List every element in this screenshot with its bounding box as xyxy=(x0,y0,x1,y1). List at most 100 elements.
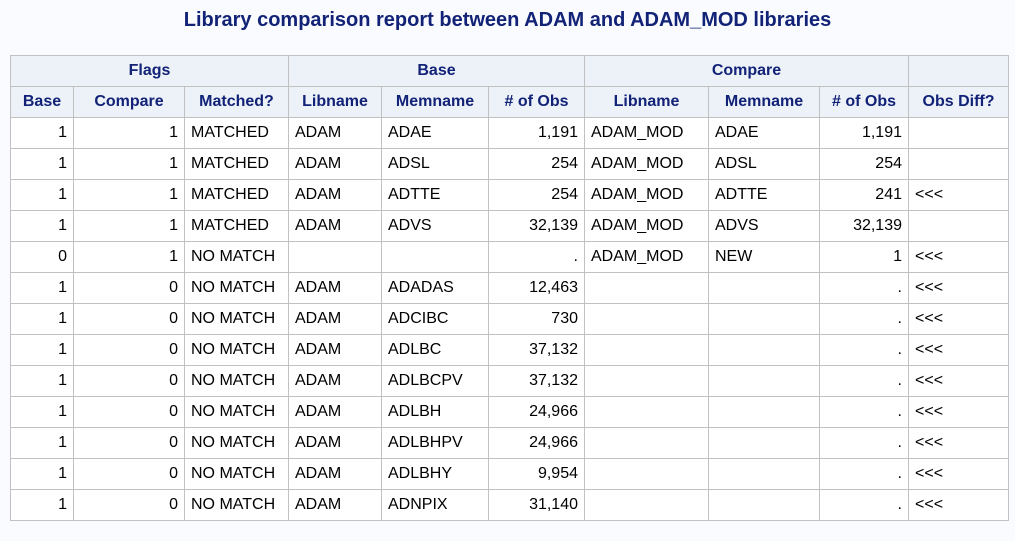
cell-base-obs: 32,139 xyxy=(488,210,585,242)
table-row: 1 1 MATCHED ADAM ADSL 254 ADAM_MOD ADSL … xyxy=(10,148,1009,180)
cell-compare-libname xyxy=(584,272,709,304)
column-header-compare-libname: Libname xyxy=(584,86,709,118)
cell-compare-obs: 1,191 xyxy=(819,117,909,149)
cell-base-obs: 730 xyxy=(488,303,585,335)
cell-matched: NO MATCH xyxy=(184,489,289,521)
comparison-table: Flags Base Compare Base Compare Matched?… xyxy=(10,55,1009,521)
cell-compare-obs: 32,139 xyxy=(819,210,909,242)
cell-compare-memname xyxy=(708,272,820,304)
cell-base-memname: ADLBCPV xyxy=(381,365,489,397)
cell-base-obs: 254 xyxy=(488,179,585,211)
cell-base-flag: 1 xyxy=(10,458,74,490)
cell-matched: MATCHED xyxy=(184,210,289,242)
cell-compare-obs: . xyxy=(819,365,909,397)
cell-base-flag: 1 xyxy=(10,117,74,149)
cell-base-memname: ADLBHY xyxy=(381,458,489,490)
cell-compare-memname xyxy=(708,427,820,459)
cell-matched: MATCHED xyxy=(184,179,289,211)
cell-compare-libname: ADAM_MOD xyxy=(584,210,709,242)
cell-compare-memname xyxy=(708,489,820,521)
cell-compare-flag: 0 xyxy=(73,303,185,335)
table-row: 1 1 MATCHED ADAM ADAE 1,191 ADAM_MOD ADA… xyxy=(10,117,1009,149)
cell-base-memname: ADVS xyxy=(381,210,489,242)
cell-compare-libname xyxy=(584,334,709,366)
cell-obs-diff: <<< xyxy=(908,334,1009,366)
column-header-compare-memname: Memname xyxy=(708,86,820,118)
cell-base-flag: 0 xyxy=(10,241,74,273)
cell-compare-obs: . xyxy=(819,396,909,428)
column-header-row: Base Compare Matched? Libname Memname # … xyxy=(10,86,1009,118)
report-title: Library comparison report between ADAM a… xyxy=(183,9,832,31)
cell-compare-memname xyxy=(708,334,820,366)
cell-compare-libname: ADAM_MOD xyxy=(584,117,709,149)
cell-base-obs: 9,954 xyxy=(488,458,585,490)
cell-base-obs: 37,132 xyxy=(488,365,585,397)
cell-compare-flag: 1 xyxy=(73,179,185,211)
cell-compare-libname: ADAM_MOD xyxy=(584,148,709,180)
cell-base-flag: 1 xyxy=(10,334,74,366)
cell-base-obs: 12,463 xyxy=(488,272,585,304)
table-row: 1 0 NO MATCH ADAM ADCIBC 730 . <<< xyxy=(10,303,1009,335)
cell-base-obs: 254 xyxy=(488,148,585,180)
column-header-base-memname: Memname xyxy=(381,86,489,118)
table-row: 1 1 MATCHED ADAM ADVS 32,139 ADAM_MOD AD… xyxy=(10,210,1009,242)
cell-base-flag: 1 xyxy=(10,179,74,211)
table-row: 1 0 NO MATCH ADAM ADNPIX 31,140 . <<< xyxy=(10,489,1009,521)
cell-compare-flag: 1 xyxy=(73,148,185,180)
cell-compare-obs: . xyxy=(819,427,909,459)
cell-compare-obs: . xyxy=(819,272,909,304)
cell-base-memname: ADNPIX xyxy=(381,489,489,521)
table-row: 1 1 MATCHED ADAM ADTTE 254 ADAM_MOD ADTT… xyxy=(10,179,1009,211)
cell-base-obs: 1,191 xyxy=(488,117,585,149)
cell-base-memname: ADLBHPV xyxy=(381,427,489,459)
cell-base-memname xyxy=(381,241,489,273)
cell-matched: NO MATCH xyxy=(184,365,289,397)
cell-compare-obs: 254 xyxy=(819,148,909,180)
cell-obs-diff: <<< xyxy=(908,241,1009,273)
column-header-base-obs: # of Obs xyxy=(488,86,585,118)
cell-base-libname: ADAM xyxy=(288,179,382,211)
table-row: 0 1 NO MATCH . ADAM_MOD NEW 1 <<< xyxy=(10,241,1009,273)
cell-compare-memname: ADSL xyxy=(708,148,820,180)
cell-compare-libname: ADAM_MOD xyxy=(584,179,709,211)
cell-base-obs: 37,132 xyxy=(488,334,585,366)
cell-obs-diff: <<< xyxy=(908,396,1009,428)
cell-obs-diff: <<< xyxy=(908,303,1009,335)
cell-compare-libname xyxy=(584,365,709,397)
cell-base-libname: ADAM xyxy=(288,365,382,397)
table-row: 1 0 NO MATCH ADAM ADLBH 24,966 . <<< xyxy=(10,396,1009,428)
cell-compare-memname: ADAE xyxy=(708,117,820,149)
cell-compare-flag: 0 xyxy=(73,458,185,490)
cell-compare-obs: 1 xyxy=(819,241,909,273)
cell-base-memname: ADCIBC xyxy=(381,303,489,335)
cell-matched: NO MATCH xyxy=(184,334,289,366)
cell-obs-diff: <<< xyxy=(908,272,1009,304)
cell-base-obs: 24,966 xyxy=(488,427,585,459)
cell-compare-libname xyxy=(584,458,709,490)
cell-compare-obs: . xyxy=(819,334,909,366)
cell-matched: NO MATCH xyxy=(184,427,289,459)
cell-obs-diff xyxy=(908,117,1009,149)
cell-matched: NO MATCH xyxy=(184,396,289,428)
cell-matched: MATCHED xyxy=(184,148,289,180)
cell-base-flag: 1 xyxy=(10,365,74,397)
cell-base-libname: ADAM xyxy=(288,427,382,459)
table-row: 1 0 NO MATCH ADAM ADLBC 37,132 . <<< xyxy=(10,334,1009,366)
cell-base-libname: ADAM xyxy=(288,148,382,180)
cell-compare-libname xyxy=(584,489,709,521)
cell-base-memname: ADLBC xyxy=(381,334,489,366)
cell-base-flag: 1 xyxy=(10,272,74,304)
cell-compare-obs: 241 xyxy=(819,179,909,211)
table-row: 1 0 NO MATCH ADAM ADLBHPV 24,966 . <<< xyxy=(10,427,1009,459)
cell-base-flag: 1 xyxy=(10,210,74,242)
cell-base-flag: 1 xyxy=(10,148,74,180)
cell-compare-flag: 1 xyxy=(73,241,185,273)
cell-compare-flag: 0 xyxy=(73,489,185,521)
cell-compare-memname: NEW xyxy=(708,241,820,273)
cell-compare-obs: . xyxy=(819,489,909,521)
cell-base-memname: ADADAS xyxy=(381,272,489,304)
cell-obs-diff xyxy=(908,210,1009,242)
cell-base-libname: ADAM xyxy=(288,334,382,366)
cell-base-libname xyxy=(288,241,382,273)
cell-compare-libname xyxy=(584,396,709,428)
